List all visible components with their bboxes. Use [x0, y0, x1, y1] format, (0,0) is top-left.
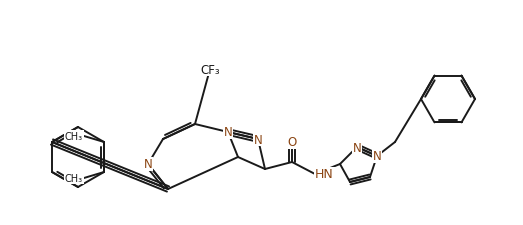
Text: CH₃: CH₃ — [65, 173, 83, 183]
Text: CH₃: CH₃ — [65, 131, 83, 141]
Text: O: O — [287, 136, 297, 149]
Text: HN: HN — [315, 168, 334, 181]
Text: N: N — [353, 141, 361, 154]
Text: N: N — [144, 158, 152, 171]
Text: N: N — [254, 133, 263, 146]
Text: CF₃: CF₃ — [200, 63, 220, 76]
Text: N: N — [372, 150, 381, 163]
Text: N: N — [224, 126, 232, 139]
